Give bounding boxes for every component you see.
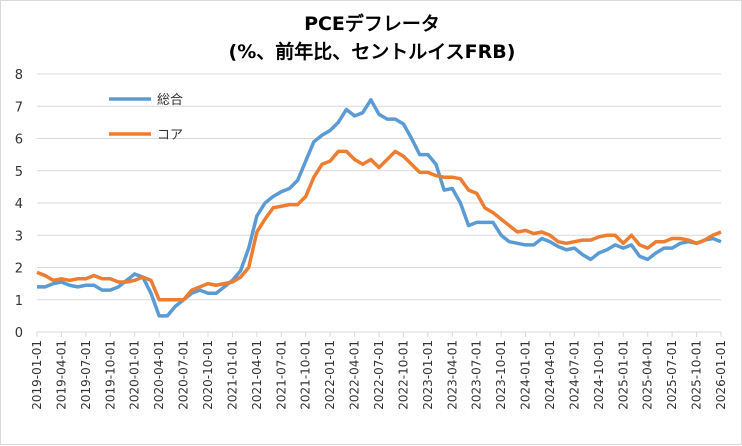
y-tick-label: 1 [15, 294, 23, 309]
x-tick-label: 2021-10-01 [299, 340, 313, 410]
y-tick-label: 7 [15, 100, 23, 115]
chart-subtitle: (%、前年比、セントルイスFRB) [228, 41, 516, 63]
y-tick-label: 0 [15, 326, 23, 341]
series-line-headline [37, 98, 722, 318]
x-tick-label: 2026-01-01 [714, 340, 728, 410]
series-line-core [36, 149, 722, 302]
x-tick-label: 2021-01-01 [225, 340, 239, 410]
chart-title: PCEデフレータ [304, 13, 440, 35]
x-tick-label: 2023-04-01 [445, 340, 459, 410]
x-tick-label: 2023-01-01 [421, 340, 435, 410]
x-tick-label: 2024-10-01 [592, 340, 606, 410]
x-tick-label: 2023-07-01 [470, 340, 484, 410]
y-tick-label: 5 [15, 165, 23, 180]
x-tick-label: 2019-01-01 [30, 340, 44, 410]
x-tick-label: 2025-07-01 [665, 340, 679, 410]
x-tick-label: 2020-04-01 [152, 340, 166, 410]
x-tick-label: 2021-07-01 [274, 340, 288, 410]
x-tick-label: 2024-04-01 [543, 340, 557, 410]
x-tick-label: 2022-10-01 [396, 340, 410, 410]
y-tick-label: 4 [15, 197, 23, 212]
x-tick-label: 2025-01-01 [616, 340, 630, 410]
y-tick-label: 3 [15, 229, 23, 244]
x-tick-label: 2021-04-01 [250, 340, 264, 410]
x-tick-label: 2022-04-01 [348, 340, 362, 410]
x-tick-label: 2019-10-01 [103, 340, 117, 410]
x-tick-label: 2025-04-01 [641, 340, 655, 410]
x-tick-label: 2024-01-01 [519, 340, 533, 410]
x-tick-label: 2023-10-01 [494, 340, 508, 410]
x-tick-label: 2019-04-01 [54, 340, 68, 410]
x-tick-label: 2019-07-01 [79, 340, 93, 410]
x-tick-label: 2025-10-01 [690, 340, 704, 410]
y-tick-label: 8 [15, 68, 23, 83]
x-tick-label: 2020-10-01 [201, 340, 215, 410]
legend-label: コア [157, 128, 183, 143]
x-tick-label: 2022-07-01 [372, 340, 386, 410]
x-tick-label: 2022-01-01 [323, 340, 337, 410]
x-tick-label: 2020-07-01 [177, 340, 191, 410]
y-tick-label: 6 [15, 133, 23, 148]
y-tick-label: 2 [15, 262, 23, 277]
legend-label: 総合 [157, 93, 183, 108]
x-tick-label: 2024-07-01 [567, 340, 581, 410]
x-tick-label: 2020-01-01 [128, 340, 142, 410]
